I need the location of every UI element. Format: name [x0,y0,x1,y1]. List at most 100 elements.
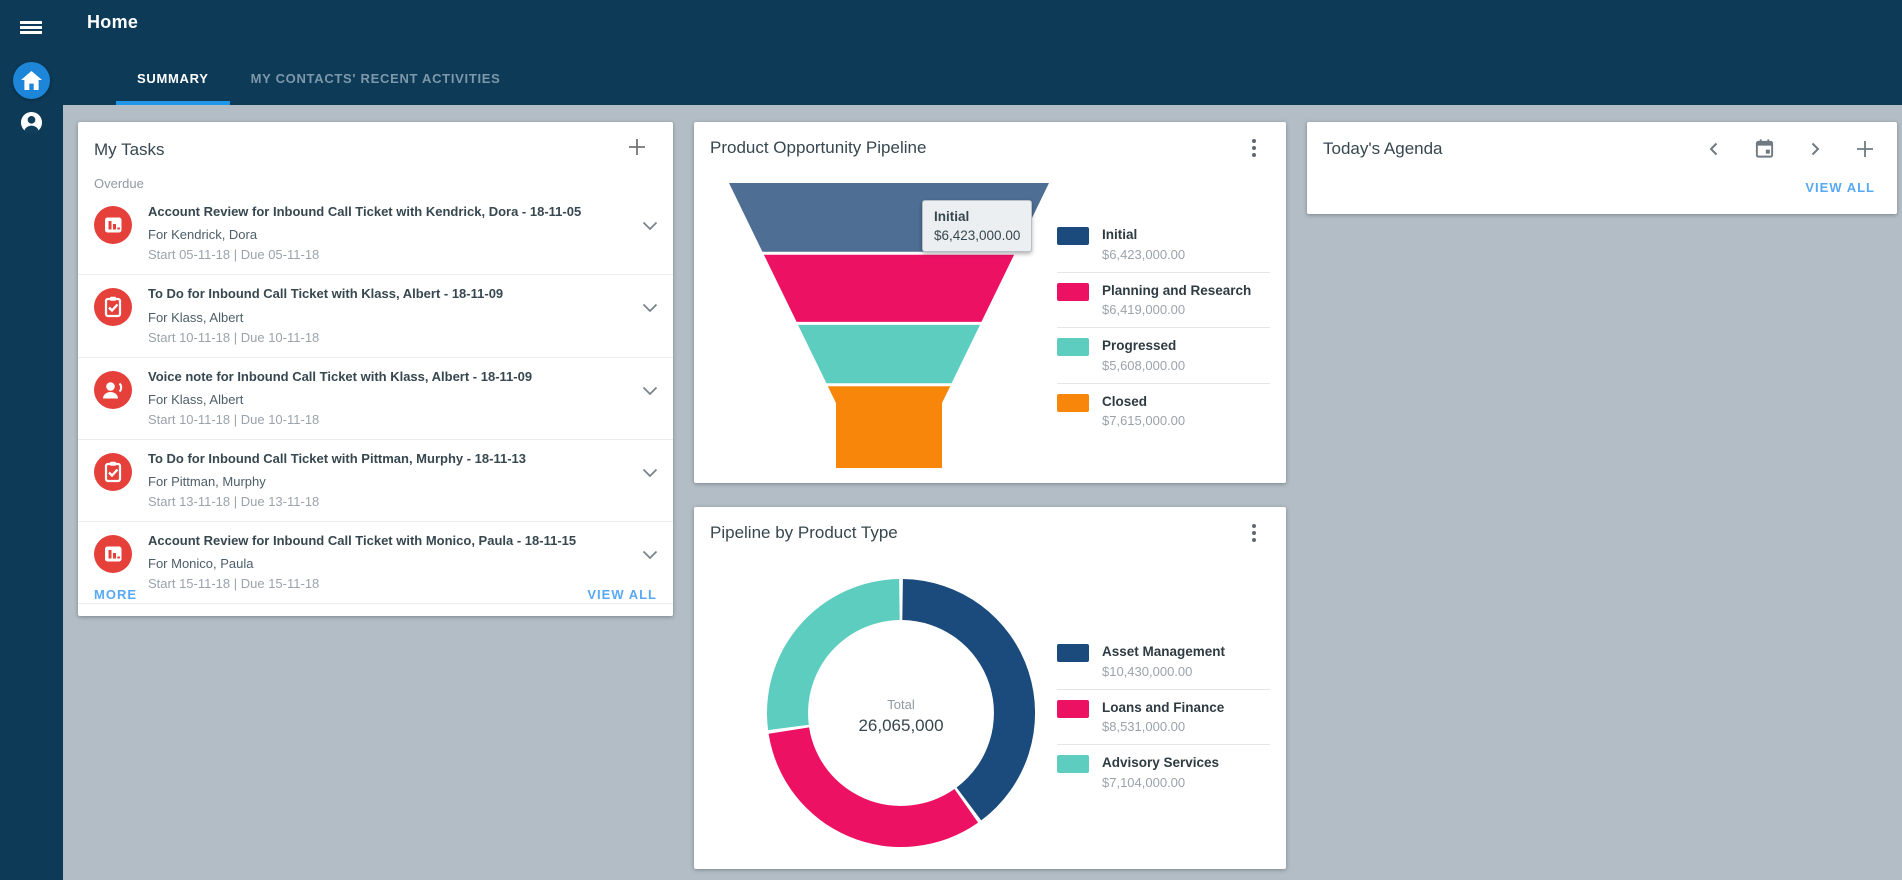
legend-label: Initial [1102,227,1138,242]
legend-value: $6,419,000.00 [1102,302,1186,318]
funnel-menu-button[interactable] [1248,137,1260,159]
home-button[interactable] [13,62,50,99]
expand-task-button[interactable] [642,218,658,236]
task-list: Account Review for Inbound Call Ticket w… [78,193,673,605]
menu-button[interactable] [20,21,42,34]
legend-value: $10,430,000.00 [1102,663,1193,679]
add-appointment-button[interactable] [1855,139,1875,159]
donut-chart[interactable] [694,507,1286,869]
legend-value: $7,104,000.00 [1102,774,1186,790]
task-title: To Do for Inbound Call Ticket with Pittm… [148,450,526,466]
task-row[interactable]: Account Review for Inbound Call Ticket w… [78,193,673,276]
donut-segment-asset-management[interactable] [902,579,1036,821]
kebab-icon [1252,524,1256,528]
donut-center: Total 26,065,000 [801,697,1001,736]
task-for: For Monico, Paula [148,556,254,572]
chevron-left-icon [1709,142,1718,155]
funnel-panel-title: Product Opportunity Pipeline [710,138,927,157]
funnel-tooltip: Initial $6,423,000.00 [922,200,1033,252]
task-for: For Pittman, Murphy [148,474,266,489]
product-opportunity-pipeline-panel: Product Opportunity Pipeline Initial $6,… [694,122,1286,483]
profile-button[interactable] [20,111,43,134]
tab-my-contacts-recent-activities[interactable]: MY CONTACTS' RECENT ACTIVITIES [250,71,501,86]
funnel-segment-closed[interactable] [827,386,951,468]
donut-panel-title: Pipeline by Product Type [710,523,898,542]
funnel-chart[interactable] [694,122,1286,483]
legend-label: Asset Management [1102,644,1226,659]
legend-divider [1057,744,1270,746]
legend-divider [1057,688,1270,690]
task-title: Voice note for Inbound Call Ticket with … [148,368,533,384]
donut-legend: Asset Management $10,430,000.00 Loans and … [1057,634,1270,800]
task-for: For Klass, Albert [148,391,244,407]
more-link[interactable]: MORE [94,587,137,602]
task-title: Account Review for Inbound Call Ticket w… [148,204,582,219]
page-title: Home [87,12,139,32]
task-row[interactable]: To Do for Inbound Call Ticket with Klass… [78,275,673,358]
legend-value: $7,615,000.00 [1102,413,1186,429]
tab-summary[interactable]: SUMMARY [116,52,230,105]
task-row[interactable]: Account Review for Inbound Call Ticket w… [78,522,673,605]
legend-label: Progressed [1102,338,1177,354]
voice-icon [94,370,132,409]
task-title: Account Review for Inbound Call Ticket w… [148,533,577,548]
legend-swatch [1057,699,1089,718]
task-dates: Start 05-11-18 | Due 05-11-18 [148,247,320,263]
legend-item[interactable]: Planning and Research $6,419,000.00 [1057,273,1270,328]
task-dates: Start 10-11-18 | Due 10-11-18 [148,329,320,345]
todays-agenda-panel: Today's Agenda [1307,122,1897,214]
funnel-legend: Initial $6,423,000.00 Planning and Researc… [1057,217,1270,438]
topbar: Home SUMMARY MY CONTACTS' RECENT ACTIVIT… [63,0,1902,105]
legend-item[interactable]: Asset Management $10,430,000.00 [1057,634,1270,689]
user-icon [20,111,43,134]
legend-item[interactable]: Initial $6,423,000.00 [1057,217,1270,272]
legend-value: $5,608,000.00 [1102,357,1186,373]
donut-menu-button[interactable] [1248,522,1260,544]
legend-swatch [1057,644,1089,662]
chevron-down-icon [642,304,658,313]
legend-label: Closed [1102,393,1148,409]
legend-divider [1057,382,1270,384]
funnel-segment-planning-and-research[interactable] [763,254,1015,322]
chevron-down-icon [642,386,658,395]
task-row[interactable]: To Do for Inbound Call Ticket with Pittm… [78,440,673,522]
chevron-down-icon [642,468,658,478]
chevron-down-icon [642,221,658,231]
my-tasks-title: My Tasks [94,139,165,159]
next-day-button[interactable] [1806,140,1824,158]
prev-day-button[interactable] [1705,140,1723,158]
expand-task-button[interactable] [642,383,658,401]
home-icon [21,71,42,90]
donut-segment-advisory-services[interactable] [767,579,900,731]
task-row[interactable]: Voice note for Inbound Call Ticket with … [78,358,673,440]
view-all-tasks-link[interactable]: VIEW ALL [587,587,657,602]
hamburger-icon [20,21,42,24]
legend-divider [1057,271,1270,273]
expand-task-button[interactable] [642,547,658,565]
expand-task-button[interactable] [642,300,658,318]
legend-item[interactable]: Loans and Finance $8,531,000.00 [1057,690,1270,745]
legend-item[interactable]: Closed $7,615,000.00 [1057,384,1270,439]
add-task-button[interactable] [627,137,647,162]
chart-icon [94,206,132,244]
legend-item[interactable]: Advisory Services $7,104,000.00 [1057,745,1270,800]
chevron-right-icon [1811,142,1820,155]
tooltip-label: Initial [934,209,970,224]
calendar-button[interactable] [1754,138,1775,159]
legend-label: Planning and Research [1102,282,1252,298]
donut-segment-loans-and-finance[interactable] [768,727,979,848]
legend-value: $8,531,000.00 [1102,719,1186,735]
expand-task-button[interactable] [642,465,658,483]
legend-swatch [1057,755,1089,774]
legend-label: Advisory Services [1102,755,1220,771]
task-title: To Do for Inbound Call Ticket with Klass… [148,286,504,302]
legend-item[interactable]: Progressed $5,608,000.00 [1057,328,1270,383]
task-for: For Klass, Albert [148,309,244,325]
legend-value: $6,423,000.00 [1102,246,1186,262]
task-dates: Start 15-11-18 | Due 15-11-18 [148,576,320,592]
funnel-segment-progressed[interactable] [798,324,980,384]
agenda-title: Today's Agenda [1323,138,1443,158]
plus-icon [629,139,645,155]
donut-center-value: 26,065,000 [858,716,944,735]
view-all-agenda-link[interactable]: VIEW ALL [1805,180,1875,195]
